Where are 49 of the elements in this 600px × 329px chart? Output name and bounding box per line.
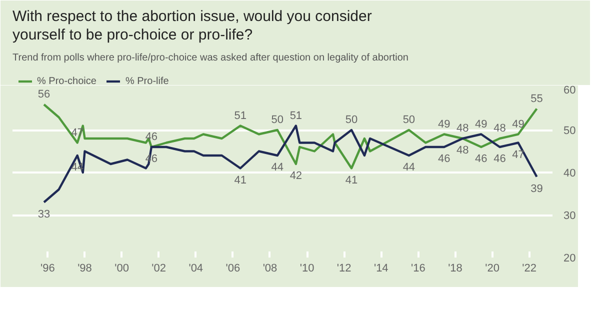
- x-tick-label: '08: [262, 262, 278, 274]
- data-label: 50: [271, 114, 284, 126]
- data-label: 33: [38, 208, 50, 220]
- data-label: 42: [290, 170, 302, 182]
- data-label: 50: [402, 114, 416, 126]
- data-label: 46: [438, 153, 450, 165]
- y-tick-label: 60: [564, 84, 576, 96]
- x-tick-label: '04: [188, 262, 204, 274]
- legend-label: % Pro-choice: [37, 76, 96, 86]
- data-label: 39: [530, 182, 543, 195]
- data-label: 49: [475, 118, 488, 130]
- x-tick-label: '14: [374, 262, 388, 274]
- data-label: 48: [456, 122, 469, 134]
- chart-subtitle: Trend from polls where pro-life/pro-choice was asked after question on legality of abortion: [12, 52, 408, 64]
- x-tick-label: '18: [448, 262, 462, 274]
- y-tick-label: 40: [564, 168, 576, 180]
- data-label: 44: [402, 162, 416, 174]
- data-label: 49: [438, 118, 450, 130]
- y-tick-label: 30: [564, 210, 576, 222]
- data-label: 56: [38, 88, 50, 100]
- x-tick-label: '98: [78, 262, 92, 274]
- x-tick-label: '10: [300, 262, 314, 274]
- y-tick-label: 50: [564, 125, 576, 137]
- x-tick-label: '16: [411, 262, 426, 274]
- x-tick-label: '02: [152, 262, 166, 274]
- x-tick-label: '20: [485, 262, 500, 274]
- data-label: 51: [290, 110, 302, 122]
- x-tick-label: '12: [336, 262, 352, 274]
- data-label: 55: [530, 92, 543, 105]
- data-label: 46: [494, 153, 506, 165]
- data-label: 41: [234, 174, 246, 186]
- chart-title: With respect to the abortion issue, would you consider yourself to be pro-choice or pro-life?: [12, 8, 372, 44]
- data-label: 48: [456, 144, 469, 156]
- legend-label: % Pro-life: [125, 76, 169, 86]
- x-tick-label: '22: [522, 262, 537, 274]
- data-label: 48: [494, 122, 506, 134]
- x-tick-label: '00: [114, 262, 129, 274]
- data-label: 44: [271, 162, 284, 174]
- x-tick-label: '06: [226, 262, 240, 274]
- data-label: 46: [145, 131, 158, 143]
- data-label: 51: [234, 110, 246, 122]
- data-label: 49: [512, 118, 524, 130]
- data-label: 50: [345, 114, 358, 126]
- data-label: 41: [345, 174, 358, 186]
- y-tick-label: 20: [564, 252, 576, 264]
- data-label: 46: [475, 153, 488, 165]
- data-label: 47: [512, 148, 524, 161]
- x-tick-label: '96: [40, 262, 55, 274]
- line-series: [42, 103, 538, 170]
